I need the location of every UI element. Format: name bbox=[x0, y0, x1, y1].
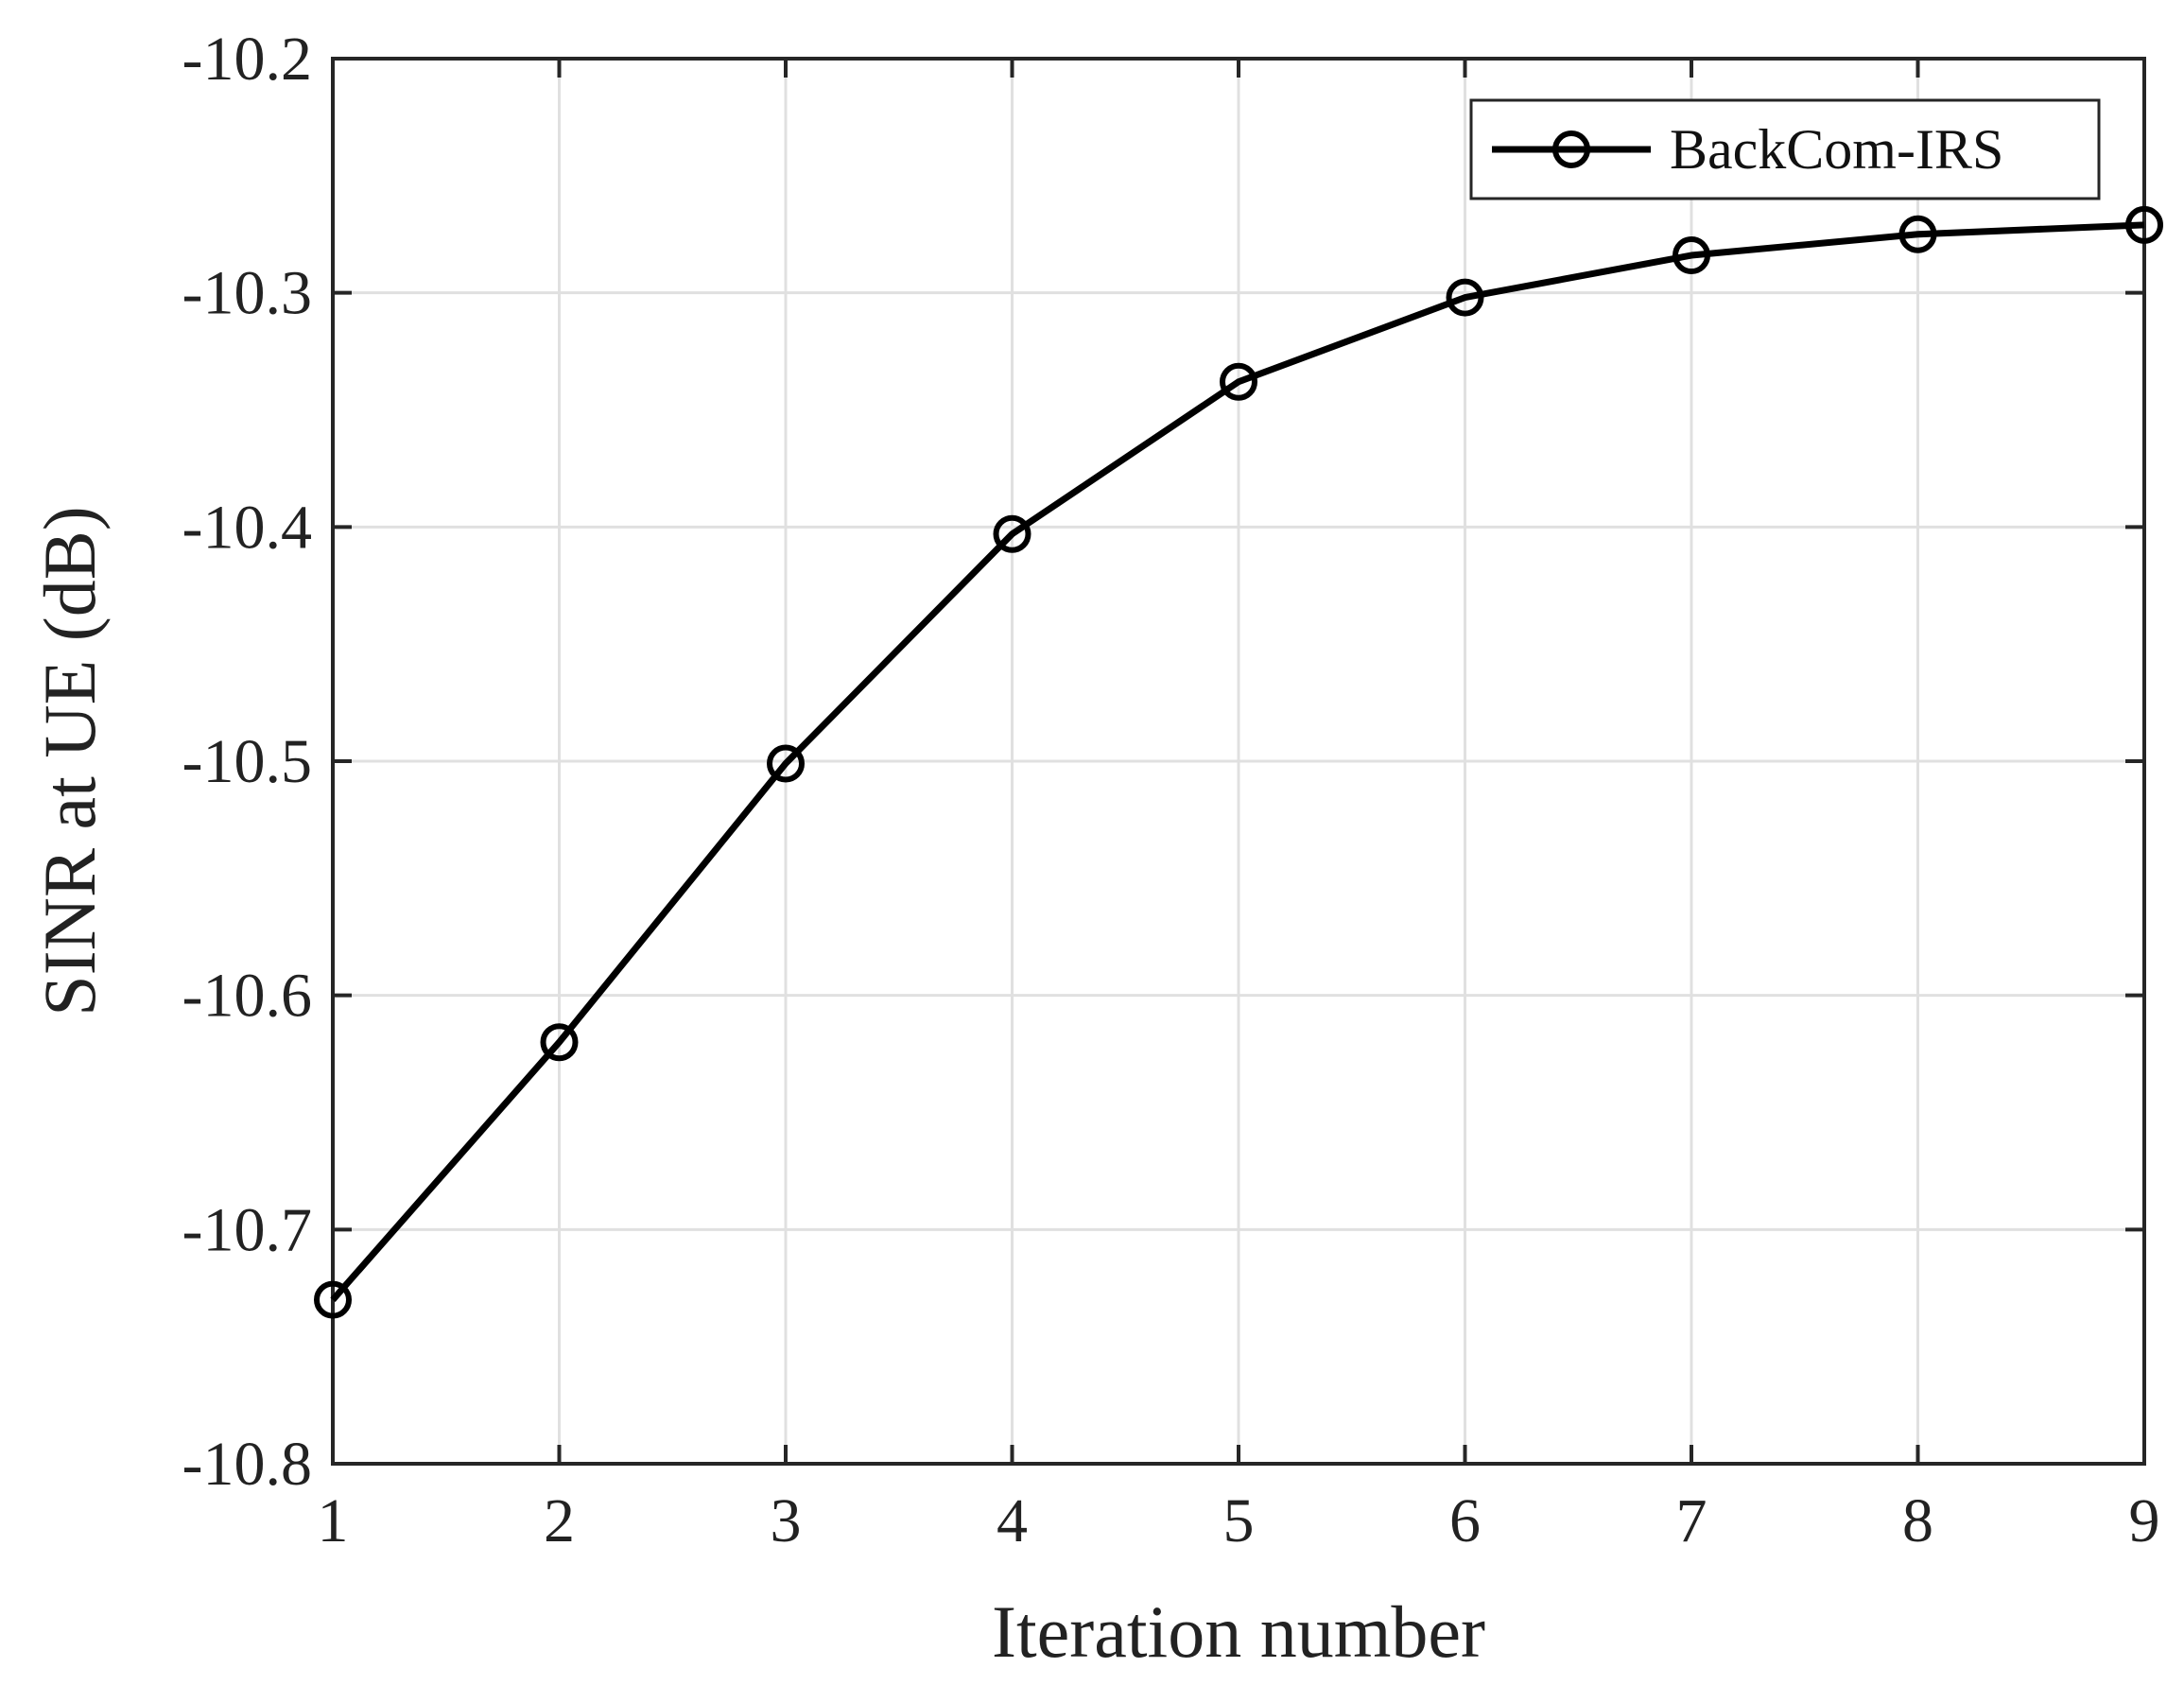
data-point bbox=[314, 1280, 352, 1319]
x-tick-label: 7 bbox=[1676, 1486, 1707, 1555]
x-tick-label: 1 bbox=[318, 1486, 349, 1555]
x-tick-label: 2 bbox=[544, 1486, 575, 1555]
y-tick-label: -10.4 bbox=[182, 493, 312, 562]
tick-labels: 1 2 3 4 5 6 7 8 9 -10.8 -10.7 -10.6 -10.5 -10.4 -10.3 -… bbox=[182, 25, 2160, 1555]
data-point bbox=[767, 744, 805, 783]
x-tick-label: 9 bbox=[2129, 1486, 2160, 1555]
legend-label: BackCom-IRS bbox=[1670, 118, 2003, 181]
y-tick-label: -10.3 bbox=[182, 259, 312, 328]
series-layer bbox=[314, 205, 2163, 1319]
data-point bbox=[1446, 278, 1484, 317]
x-tick-label: 4 bbox=[997, 1486, 1028, 1555]
x-tick-label: 8 bbox=[1902, 1486, 1933, 1555]
data-point bbox=[1898, 215, 1937, 253]
x-tick-label: 5 bbox=[1223, 1486, 1255, 1555]
series-line bbox=[330, 221, 2145, 1302]
ticks bbox=[331, 57, 2146, 1466]
x-axis-title: Iteration number bbox=[992, 1590, 1485, 1673]
grid bbox=[331, 57, 2146, 1466]
y-tick-label: -10.8 bbox=[182, 1430, 312, 1499]
data-point bbox=[993, 514, 1031, 553]
data-point bbox=[1673, 236, 1710, 275]
data-point bbox=[540, 1023, 579, 1062]
data-point bbox=[2125, 205, 2163, 244]
legend: BackCom-IRS bbox=[1469, 98, 2101, 200]
legend-marker bbox=[1552, 130, 1590, 168]
y-tick-label: -10.5 bbox=[182, 727, 312, 796]
data-point bbox=[1220, 362, 1257, 401]
y-tick-label: -10.6 bbox=[182, 962, 312, 1031]
y-tick-label: -10.2 bbox=[182, 25, 312, 94]
x-tick-label: 6 bbox=[1449, 1486, 1481, 1555]
y-tick-label: -10.7 bbox=[182, 1195, 312, 1264]
x-tick-label: 3 bbox=[771, 1486, 802, 1555]
y-axis-title: SINR at UE (dB) bbox=[28, 506, 111, 1016]
